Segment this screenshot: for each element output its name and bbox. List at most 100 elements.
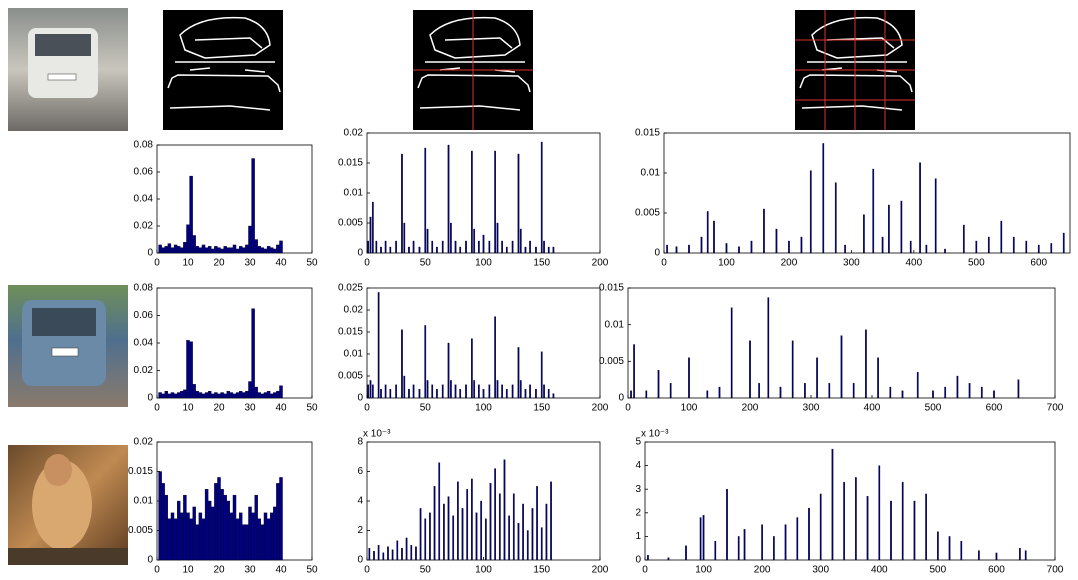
plot-frame <box>156 287 313 399</box>
bar <box>508 515 510 561</box>
bar <box>183 242 187 254</box>
bar <box>447 342 450 399</box>
x-tick-label: 20 <box>213 403 225 414</box>
bar <box>925 493 927 561</box>
bar <box>369 380 372 399</box>
bar <box>226 390 230 399</box>
bar <box>382 552 385 561</box>
bar <box>251 158 255 254</box>
bar <box>192 506 196 561</box>
bar <box>809 170 812 254</box>
bar <box>980 386 983 399</box>
x-tick-label: 500 <box>930 565 947 576</box>
bar <box>238 512 243 561</box>
bar <box>932 390 934 399</box>
bar <box>960 540 963 561</box>
x-tick-label: 100 <box>475 258 492 269</box>
bar <box>229 392 234 399</box>
bar <box>758 383 761 399</box>
bar <box>688 357 690 399</box>
y-tick-label: 0.005 <box>599 356 624 367</box>
bar <box>214 246 218 254</box>
bar <box>260 247 265 254</box>
bar <box>223 246 227 254</box>
bar <box>371 201 374 254</box>
bar <box>498 493 501 561</box>
bar <box>529 384 531 399</box>
bar <box>865 329 867 399</box>
bar <box>916 372 919 399</box>
bar <box>1050 243 1053 254</box>
bar <box>526 530 529 561</box>
bar <box>254 239 258 254</box>
y-tick-label: 0.02 <box>134 437 154 448</box>
bar <box>389 389 392 399</box>
bar <box>266 390 271 399</box>
bar <box>424 325 427 399</box>
bar <box>489 483 492 561</box>
bar <box>232 494 237 561</box>
bar <box>831 448 834 561</box>
x-tick-label: 10 <box>182 403 194 414</box>
bar <box>494 150 497 254</box>
x-tick-label: 30 <box>244 403 256 414</box>
bar <box>840 335 843 399</box>
bar <box>552 393 555 399</box>
bar <box>517 347 520 399</box>
bar <box>276 390 280 399</box>
bar <box>536 486 538 561</box>
bar <box>245 524 249 561</box>
bar <box>395 240 397 254</box>
bar <box>161 483 165 561</box>
bar <box>401 548 403 561</box>
bar <box>512 493 515 561</box>
plot-frame <box>366 132 601 254</box>
x-tick-label: 300 <box>812 565 829 576</box>
bar <box>909 240 912 254</box>
bar <box>706 390 709 399</box>
bar <box>418 246 421 254</box>
bar <box>192 384 196 399</box>
x-tick-label: 400 <box>864 403 881 414</box>
bar <box>852 383 855 399</box>
bar <box>834 182 837 254</box>
y-tick-label: 0.02 <box>344 305 364 316</box>
bar <box>1037 244 1040 254</box>
bar <box>501 240 503 254</box>
bar <box>371 384 374 399</box>
y-tick-label: 0 <box>618 393 624 404</box>
x-tick-label: 30 <box>244 258 256 269</box>
plot-frame <box>663 132 1071 254</box>
bar <box>273 506 277 561</box>
y-tick-label: 0.06 <box>134 310 154 321</box>
bar <box>198 247 203 254</box>
y-tick-label: 0.08 <box>134 140 154 151</box>
x-tick-label: 600 <box>986 403 1003 414</box>
bar <box>473 380 476 399</box>
bar <box>725 243 728 254</box>
bar <box>436 389 438 399</box>
bar <box>431 384 434 399</box>
bar <box>257 392 261 399</box>
bar <box>441 240 444 254</box>
bar <box>170 247 175 254</box>
bar <box>531 508 534 561</box>
bar <box>808 507 810 561</box>
bar <box>496 222 499 254</box>
bar <box>405 537 408 561</box>
bar <box>763 208 765 254</box>
y-tick-label: 0.015 <box>128 466 153 477</box>
bar <box>934 178 937 254</box>
bar <box>630 390 632 399</box>
bar <box>913 500 916 561</box>
bar <box>550 481 552 561</box>
bar <box>948 536 951 561</box>
x-tick-label: 200 <box>592 565 609 576</box>
bar <box>238 246 243 254</box>
bar <box>466 489 469 561</box>
bar <box>189 518 193 561</box>
bar <box>749 340 751 399</box>
bar <box>552 246 555 254</box>
bar <box>993 390 995 399</box>
bar <box>242 392 246 399</box>
